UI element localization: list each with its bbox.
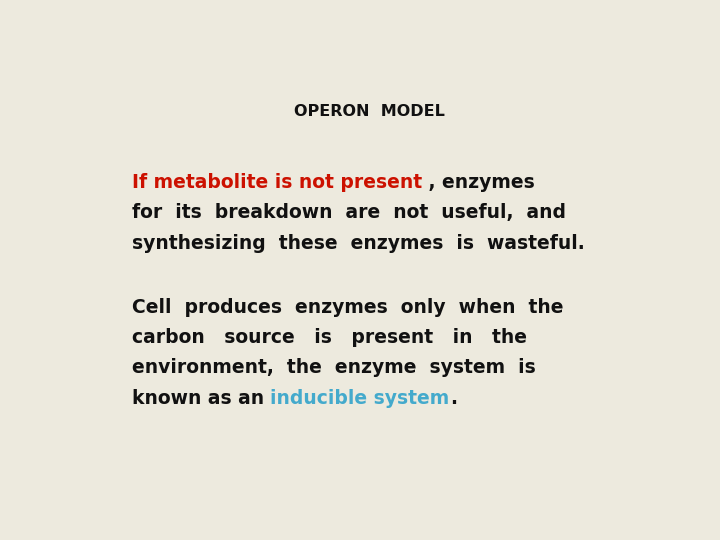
Text: , enzymes: , enzymes [422, 173, 535, 192]
Text: If metabolite is not present: If metabolite is not present [132, 173, 422, 192]
Text: known as an: known as an [132, 389, 271, 408]
Text: synthesizing  these  enzymes  is  wasteful.: synthesizing these enzymes is wasteful. [132, 234, 585, 253]
Text: inducible system: inducible system [271, 389, 450, 408]
Text: carbon   source   is   present   in   the: carbon source is present in the [132, 328, 527, 347]
Text: Cell  produces  enzymes  only  when  the: Cell produces enzymes only when the [132, 298, 563, 316]
Text: .: . [450, 389, 456, 408]
Text: OPERON  MODEL: OPERON MODEL [294, 104, 444, 119]
Text: environment,  the  enzyme  system  is: environment, the enzyme system is [132, 359, 536, 377]
Text: for  its  breakdown  are  not  useful,  and: for its breakdown are not useful, and [132, 203, 566, 222]
